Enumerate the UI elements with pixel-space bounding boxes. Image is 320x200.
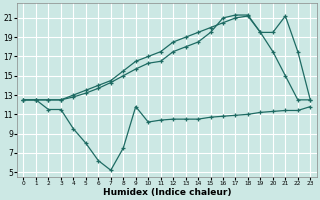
X-axis label: Humidex (Indice chaleur): Humidex (Indice chaleur) [103,188,231,197]
